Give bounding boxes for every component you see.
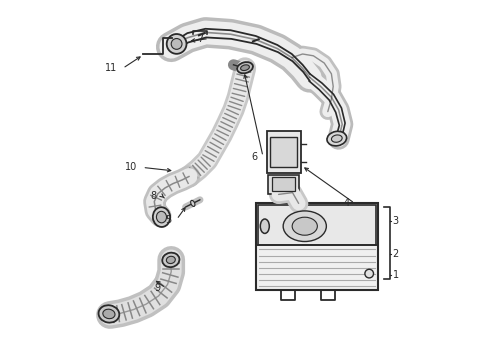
Bar — [269, 175, 299, 194]
Ellipse shape — [162, 253, 179, 267]
Ellipse shape — [237, 62, 253, 73]
Ellipse shape — [103, 309, 115, 319]
Bar — [272, 177, 295, 191]
Bar — [267, 131, 301, 173]
Text: 10: 10 — [125, 162, 137, 172]
Ellipse shape — [292, 217, 318, 235]
Text: 4: 4 — [343, 198, 349, 208]
Ellipse shape — [167, 34, 187, 54]
Circle shape — [365, 269, 373, 278]
Ellipse shape — [171, 39, 182, 49]
Ellipse shape — [331, 135, 342, 142]
Bar — [258, 205, 376, 245]
Ellipse shape — [156, 211, 167, 223]
Text: 6: 6 — [251, 152, 258, 162]
Text: 7: 7 — [197, 33, 204, 44]
Ellipse shape — [191, 201, 195, 206]
Text: 3: 3 — [392, 216, 399, 226]
Ellipse shape — [153, 207, 170, 227]
Text: 8: 8 — [151, 191, 157, 201]
Ellipse shape — [283, 211, 326, 242]
Ellipse shape — [241, 65, 249, 71]
Ellipse shape — [98, 305, 119, 323]
Ellipse shape — [327, 131, 346, 146]
Text: 5: 5 — [165, 215, 171, 225]
Text: 11: 11 — [105, 63, 117, 73]
Text: 2: 2 — [392, 249, 399, 259]
Bar — [270, 137, 297, 167]
Bar — [256, 203, 378, 290]
Ellipse shape — [167, 256, 175, 264]
Text: 1: 1 — [392, 270, 399, 280]
Text: 9: 9 — [154, 283, 160, 293]
Ellipse shape — [260, 219, 270, 233]
